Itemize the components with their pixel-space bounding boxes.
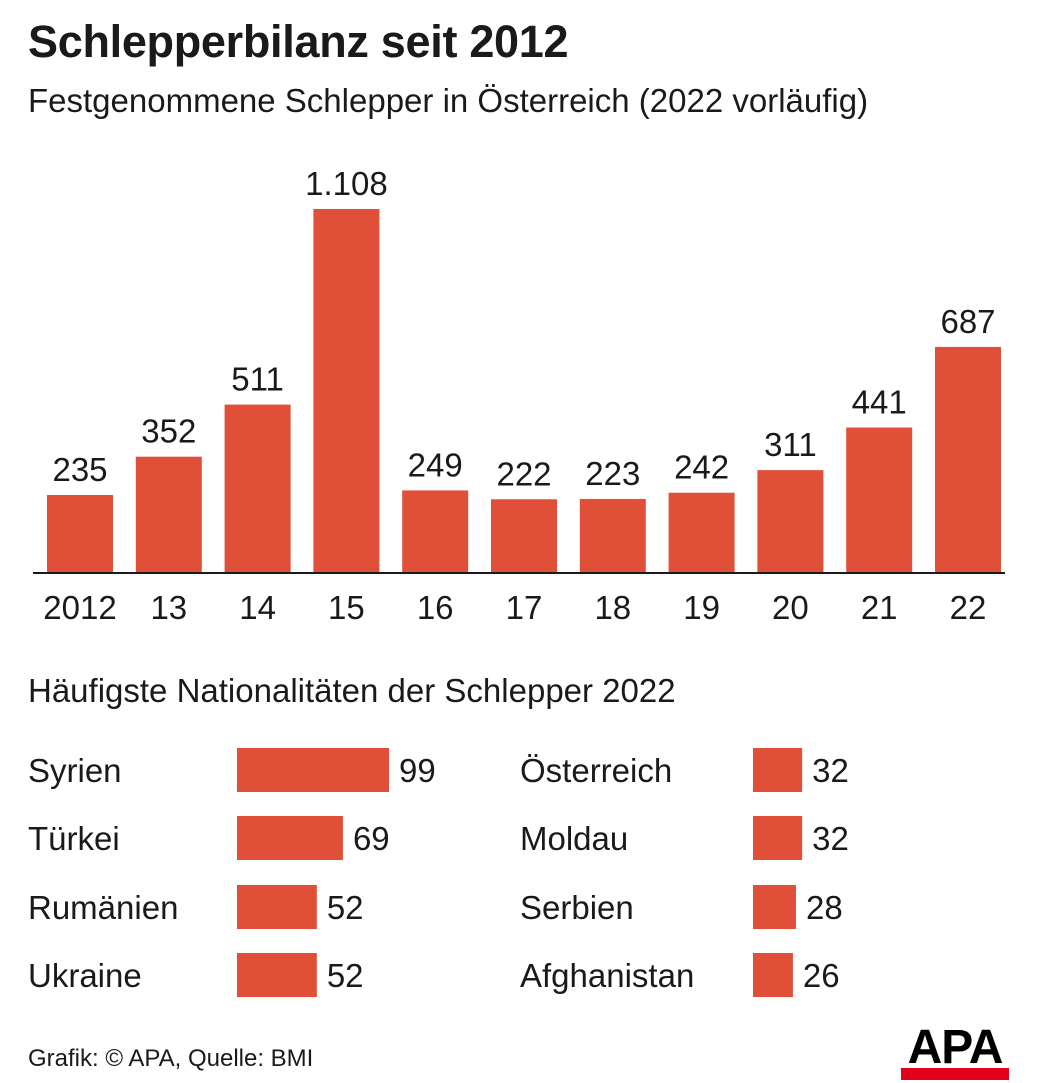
bar-value-label: 235	[52, 451, 107, 488]
bar	[846, 427, 913, 572]
nationality-value: 52	[327, 957, 364, 994]
x-tick-label: 20	[772, 589, 809, 626]
nationality-value: 32	[812, 752, 849, 789]
nationality-label: Serbien	[520, 889, 634, 926]
bar-value-label: 311	[764, 426, 817, 463]
bar-value-label: 249	[408, 446, 463, 483]
nationality-label: Syrien	[28, 752, 122, 789]
bar-value-label: 223	[585, 455, 640, 492]
bar-value-label: 352	[141, 413, 196, 450]
x-tick-label: 17	[506, 589, 543, 626]
nationality-label: Österreich	[520, 752, 672, 789]
nationality-label: Afghanistan	[520, 957, 694, 994]
chart-title: Schlepperbilanz seit 2012	[28, 16, 569, 67]
nationality-value: 99	[399, 752, 436, 789]
nationality-value: 32	[812, 820, 849, 857]
x-tick-label: 19	[683, 589, 720, 626]
bar	[668, 492, 735, 572]
source-credit: Grafik: © APA, Quelle: BMI	[28, 1045, 314, 1072]
nationality-label: Türkei	[28, 820, 120, 857]
x-tick-label: 2012	[43, 589, 116, 626]
nationality-bar	[753, 748, 803, 792]
bar	[402, 490, 469, 572]
bar-value-label: 687	[940, 303, 995, 340]
x-tick-label: 16	[417, 589, 454, 626]
bar	[135, 456, 202, 572]
nationality-bar	[237, 748, 389, 792]
bar-value-label: 1.108	[305, 165, 388, 202]
nationality-bar	[753, 816, 803, 860]
bar-value-label: 222	[496, 455, 551, 492]
chart-subtitle: Festgenommene Schlepper in Österreich (2…	[28, 82, 869, 119]
nationality-bar	[237, 816, 343, 860]
bar	[579, 498, 646, 572]
nationality-bar	[237, 953, 317, 997]
bar-value-label: 242	[674, 449, 729, 486]
apa-logo: APA	[901, 1024, 1009, 1080]
x-tick-label: 18	[594, 589, 631, 626]
nationality-bar	[753, 885, 796, 929]
x-tick-label: 15	[328, 589, 365, 626]
nationality-bar	[237, 885, 317, 929]
x-tick-label: 14	[239, 589, 276, 626]
nationality-bar	[753, 953, 793, 997]
bar	[935, 346, 1001, 572]
apa-logo-text: APA	[907, 1021, 1004, 1074]
nationality-label: Ukraine	[28, 957, 142, 994]
bar	[313, 209, 380, 572]
nationality-value: 52	[327, 889, 364, 926]
bar	[491, 499, 557, 572]
nationality-value: 26	[803, 957, 840, 994]
nationality-label: Moldau	[520, 820, 628, 857]
bar	[757, 470, 824, 572]
bar	[47, 495, 113, 572]
bar-value-label: 511	[231, 361, 284, 398]
bar	[224, 404, 291, 572]
nationality-label: Rumänien	[28, 889, 178, 926]
nationality-value: 28	[806, 889, 843, 926]
bar-value-label: 441	[852, 384, 907, 421]
nationalities-title: Häufigste Nationalitäten der Schlepper 2…	[28, 672, 676, 709]
apa-logo-bar	[901, 1068, 1009, 1080]
x-tick-label: 21	[861, 589, 898, 626]
nationality-value: 69	[353, 820, 390, 857]
x-tick-label: 13	[150, 589, 187, 626]
x-tick-label: 22	[950, 589, 987, 626]
